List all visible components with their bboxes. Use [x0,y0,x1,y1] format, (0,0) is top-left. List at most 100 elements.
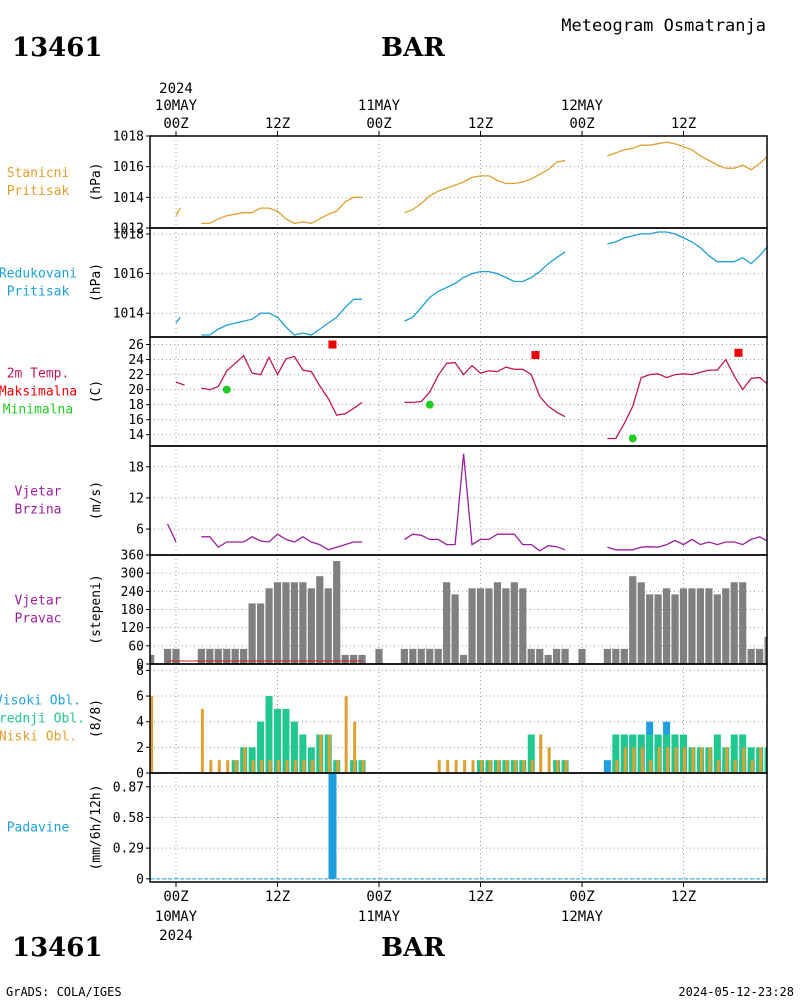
series-line [175,381,185,386]
y-tick-label: 26 [128,338,144,353]
tmin-marker [222,385,231,394]
cloud-bar [733,760,737,772]
cloud-bar [612,734,620,772]
direction-bar [172,648,180,664]
direction-bar [764,636,767,664]
y-tick-label: 1018 [113,130,144,145]
cloud-bar [299,734,307,772]
panel-frame [149,772,768,883]
y-tick-label: 6 [136,690,144,705]
direction-bar [443,582,451,664]
cloud-bar [603,760,611,772]
cloud-bar [274,708,281,772]
direction-bar [248,603,256,664]
direction-bar [637,582,645,664]
panel-label: Minimalna [3,403,73,418]
cloud-bar [150,696,154,772]
y-tick-label: 1018 [113,227,144,242]
cloud-bar [327,734,331,772]
panel-cloud_cover: 0 2 4 6 8 (8/8) Visoki Obl. Srednji Obl. Niski O… [0,663,780,782]
cloud-bar [530,760,534,772]
direction-bar [426,648,434,664]
cloud-bar [742,747,746,772]
series-line [201,298,363,336]
cloud-bar [768,709,771,772]
tmin-marker [628,434,637,443]
cloud-bar [564,760,568,772]
panel-label: Brzina [15,503,62,518]
hour-label-bottom: 12Z [671,889,696,905]
series-line [404,453,566,552]
direction-bar [485,588,493,664]
panel-reduced_pressure: 1014 1016 1018 (hPa) Redukovani Pritisak [0,227,768,338]
cloud-bar [764,747,767,772]
day-label-bottom: 11MAY [358,909,401,925]
cloud-bar [248,747,256,772]
cloud-bar [716,760,720,772]
cloud-bar [725,747,729,772]
direction-bar [688,588,696,664]
tmax-marker [734,348,743,357]
y-axis-label: (C) [89,380,104,403]
y-tick-label: 1012 [113,222,144,237]
hour-label-bottom: 00Z [163,889,188,905]
cloud-bar [657,747,661,772]
cloud-bar [257,721,265,772]
data-layer [175,340,767,443]
hour-label-bottom: 12Z [265,889,290,905]
cloud-bar [488,760,492,772]
series-line [201,354,363,416]
y-tick-label: 240 [121,585,144,600]
series-line [607,231,767,265]
cloud-bar [759,747,763,772]
data-layer [150,696,780,773]
chart-title: Meteogram Osmatranja [561,16,766,36]
credit-label: GrADS: COLA/IGES [6,985,122,999]
station-id-bottom: 13461 [12,933,102,963]
data-layer [175,141,767,225]
panel-label: Maksimalna [0,385,77,400]
cloud-bar [344,696,348,772]
direction-bar [417,648,425,664]
series-line [166,523,177,543]
y-tick-label: 22 [128,368,144,383]
day-label-top: 10MAY [155,98,198,114]
panel-wind_direction: 0 60 120 180 240 300 360 (stepeni) Vjetar Pravac [15,549,768,673]
cloud-bar [496,760,500,772]
y-axis-label: (hPa) [89,263,104,302]
cloud-bar [463,760,467,772]
direction-bar [316,576,324,664]
direction-bar [434,648,442,664]
hour-label-bottom: 12Z [468,889,493,905]
direction-bar [231,648,239,664]
direction-bar [333,561,341,664]
y-axis-label: (stepeni) [89,574,104,644]
cloud-bar [773,760,780,772]
y-tick-label: 0.29 [113,842,144,857]
cloud-bar [293,760,297,772]
panel-label: 2m Temp. [7,367,70,382]
cloud-bar [691,747,695,772]
cloud-bar [640,747,644,772]
y-tick-label: 0 [136,872,144,887]
direction-bar [282,582,290,664]
direction-bar [350,654,358,664]
cloud-bar [674,747,678,772]
series-line [201,533,363,551]
y-tick-label: 18 [128,398,144,413]
bottom-year-label: 2024 [159,928,193,944]
cloud-bar [454,760,458,772]
direction-bar [705,588,713,664]
cloud-bar [683,747,686,772]
y-tick-label: 1014 [113,191,144,206]
series-line [607,358,767,440]
direction-bar [307,588,315,664]
cloud-bar [437,760,441,772]
cloud-bar [623,747,627,772]
direction-bar [603,648,611,664]
direction-bar [612,648,620,664]
y-tick-label: 2 [136,741,144,756]
data-layer [150,561,767,664]
direction-bar [654,594,662,664]
cloud-bar [265,696,273,772]
